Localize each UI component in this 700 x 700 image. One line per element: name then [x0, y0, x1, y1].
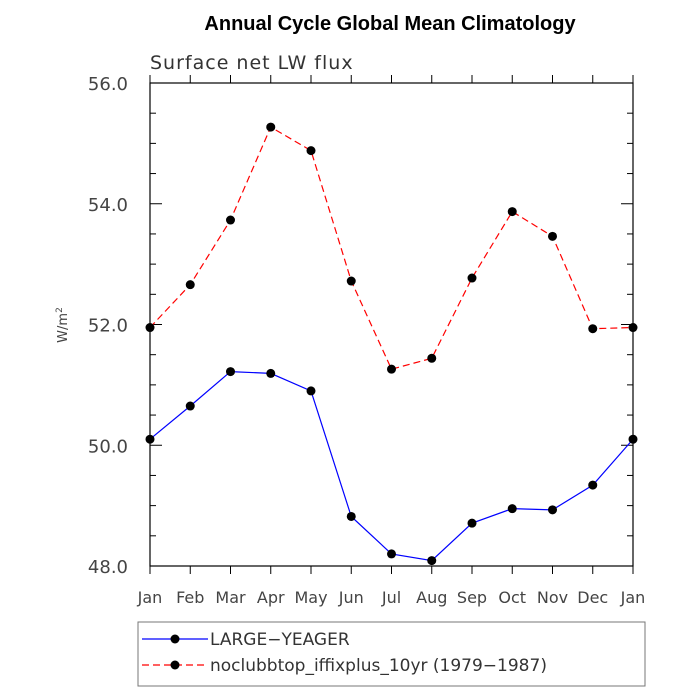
x-tick-label: Feb — [176, 588, 204, 607]
plot-frame — [149, 82, 634, 567]
data-point — [507, 504, 517, 514]
data-point — [266, 368, 276, 378]
legend-label-1: noclubbtop_iffixplus_10yr (1979−1987) — [210, 656, 547, 676]
svg-text:W/m2: W/m2 — [55, 307, 71, 343]
x-tick-label: Dec — [577, 588, 608, 607]
legend-marker-0 — [170, 634, 180, 644]
y-tick-label: 56.0 — [88, 74, 128, 95]
y-axis-label-superscript: 2 — [55, 307, 65, 313]
x-tick-label: Sep — [457, 588, 487, 607]
y-tick-label: 48.0 — [88, 557, 128, 578]
legend-marker-1 — [170, 660, 180, 670]
data-point — [185, 401, 195, 411]
x-tick-label: Jan — [137, 588, 163, 607]
data-point — [145, 323, 155, 333]
y-tick-label: 50.0 — [88, 436, 128, 457]
y-tick-labels: 48.0 50.0 52.0 54.0 56.0 — [88, 74, 128, 578]
data-point — [226, 367, 235, 377]
data-point — [628, 323, 638, 333]
x-tick-label: May — [294, 588, 327, 607]
data-point — [427, 556, 437, 566]
x-tick-label: Aug — [416, 588, 447, 607]
data-point — [467, 518, 477, 528]
data-point — [387, 364, 396, 374]
series-line-1 — [149, 126, 634, 370]
axis-ticks — [149, 75, 634, 574]
data-point — [548, 505, 557, 515]
data-point — [387, 549, 396, 559]
series-line-0 — [149, 370, 634, 562]
data-point — [427, 353, 437, 363]
legend-box — [137, 621, 646, 687]
data-point — [548, 231, 557, 241]
y-tick-label: 54.0 — [88, 195, 128, 216]
x-tick-label: Apr — [257, 588, 285, 607]
series-lines — [149, 126, 634, 562]
data-point — [145, 434, 155, 444]
x-tick-label: Oct — [498, 588, 526, 607]
y-axis-label-text: W/m — [56, 313, 71, 343]
data-point — [266, 122, 276, 132]
series-points — [145, 122, 638, 566]
x-tick-label: Mar — [215, 588, 246, 607]
y-axis-label: W/m2 — [55, 307, 71, 343]
legend: LARGE−YEAGER noclubbtop_iffixplus_10yr (1… — [137, 621, 646, 687]
x-tick-label: Jun — [338, 588, 364, 607]
chart-subtitle: Surface net LW flux — [150, 52, 354, 74]
data-point — [306, 386, 316, 396]
data-point — [185, 280, 195, 290]
data-point — [306, 146, 316, 156]
y-tick-label: 52.0 — [88, 316, 128, 337]
x-tick-label: Jan — [620, 588, 646, 607]
x-tick-label: Nov — [537, 588, 568, 607]
data-point — [346, 276, 356, 286]
data-point — [588, 324, 598, 334]
data-point — [346, 511, 356, 521]
x-tick-label: Jul — [381, 588, 401, 607]
data-point — [507, 207, 517, 217]
data-point — [628, 434, 638, 444]
data-point — [588, 480, 598, 490]
x-tick-labels: Jan Feb Mar Apr May Jun Jul Aug Sep Oct Nov Dec Jan — [137, 588, 646, 607]
legend-label-0: LARGE−YEAGER — [210, 630, 350, 650]
data-point — [226, 215, 235, 225]
data-point — [467, 273, 477, 283]
chart-title: Annual Cycle Global Mean Climatology — [204, 13, 576, 35]
